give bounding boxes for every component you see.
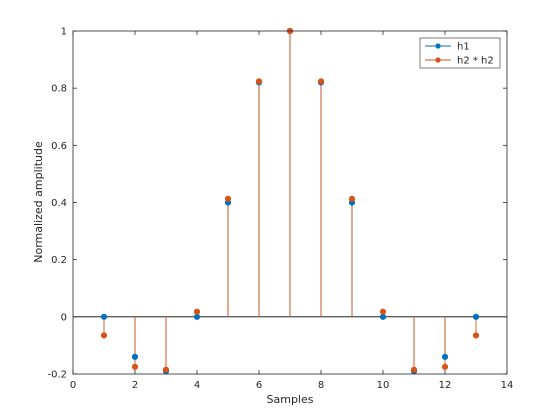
marker-h2h2	[379, 308, 387, 315]
x-tick-label: 10	[377, 380, 390, 391]
marker-h2h2	[100, 332, 108, 339]
marker-h2h2	[255, 78, 263, 85]
legend-items: h1 h2 * h2	[425, 42, 494, 67]
legend: h1 h2 * h2	[419, 37, 501, 69]
marker-h2h2	[193, 308, 201, 315]
marker-h2h2	[441, 363, 449, 370]
y-tick-label: 0.2	[51, 255, 67, 266]
legend-label-h1: h1	[457, 42, 470, 53]
x-tick-label: 8	[318, 380, 324, 391]
x-tick-label: 6	[256, 380, 262, 391]
legend-marker-h2h2	[435, 57, 441, 63]
x-axis-label: Samples	[267, 393, 314, 406]
x-tick-label: 12	[439, 380, 452, 391]
marker-h2h2	[348, 195, 356, 202]
y-tick-label: -0.2	[47, 370, 67, 381]
marker-h2h2	[317, 78, 325, 85]
markers-layer	[100, 27, 480, 375]
tick-labels-layer: 0 2 4 6 8 10 12 14-0.200.20.40.60.81	[47, 27, 513, 392]
ticks-layer	[72, 30, 508, 375]
marker-h1	[100, 313, 108, 320]
marker-h2h2	[162, 366, 170, 373]
y-tick-label: 0.8	[51, 84, 67, 95]
x-tick-label: 2	[132, 380, 138, 391]
x-tick-label: 4	[194, 380, 200, 391]
legend-marker-h1	[435, 43, 441, 49]
x-tick-label: 0	[70, 380, 76, 391]
marker-h2h2	[131, 363, 139, 370]
marker-h1	[472, 313, 480, 320]
y-tick-label: 1	[61, 27, 67, 38]
marker-h2h2	[224, 195, 232, 202]
marker-h1	[131, 353, 139, 360]
marker-h2h2	[472, 332, 480, 339]
marker-h2h2	[410, 366, 418, 373]
y-tick-label: 0.4	[51, 198, 67, 209]
marker-h1	[379, 313, 387, 320]
legend-box	[419, 37, 501, 69]
y-tick-label: 0.6	[51, 141, 67, 152]
y-tick-label: 0	[61, 312, 67, 323]
marker-h1	[441, 353, 449, 360]
legend-label-h2h2: h2 * h2	[457, 56, 494, 67]
marker-h1	[193, 313, 201, 320]
y-axis-label: Normalized amplitude	[32, 141, 45, 263]
x-tick-label: 14	[501, 380, 514, 391]
